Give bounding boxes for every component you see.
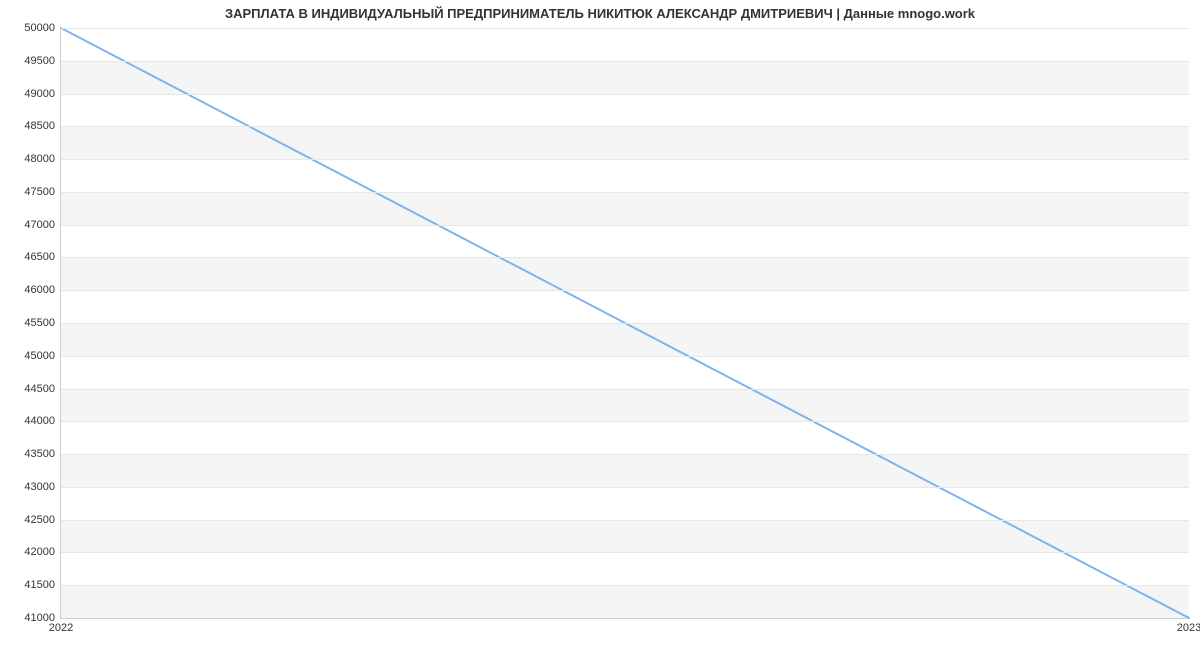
y-tick-label: 42500 (24, 514, 61, 526)
y-gridline (61, 454, 1189, 455)
y-gridline (61, 159, 1189, 160)
plot-area: 4100041500420004250043000435004400044500… (60, 28, 1189, 619)
salary-line-chart: ЗАРПЛАТА В ИНДИВИДУАЛЬНЫЙ ПРЕДПРИНИМАТЕЛ… (0, 0, 1200, 650)
y-gridline (61, 585, 1189, 586)
y-gridline (61, 520, 1189, 521)
y-tick-label: 43500 (24, 448, 61, 460)
y-tick-label: 47000 (24, 219, 61, 231)
y-tick-label: 49000 (24, 88, 61, 100)
y-gridline (61, 323, 1189, 324)
y-tick-label: 44000 (24, 415, 61, 427)
y-gridline (61, 28, 1189, 29)
y-tick-label: 46500 (24, 251, 61, 263)
y-gridline (61, 356, 1189, 357)
y-tick-label: 42000 (24, 546, 61, 558)
y-gridline (61, 487, 1189, 488)
y-gridline (61, 192, 1189, 193)
y-gridline (61, 552, 1189, 553)
y-tick-label: 45500 (24, 317, 61, 329)
y-tick-label: 48500 (24, 120, 61, 132)
y-gridline (61, 290, 1189, 291)
y-tick-label: 41500 (24, 579, 61, 591)
y-tick-label: 45000 (24, 350, 61, 362)
y-gridline (61, 126, 1189, 127)
y-gridline (61, 225, 1189, 226)
y-tick-label: 47500 (24, 186, 61, 198)
x-tick-label: 2023 (1177, 618, 1200, 634)
x-tick-label: 2022 (49, 618, 73, 634)
chart-title: ЗАРПЛАТА В ИНДИВИДУАЛЬНЫЙ ПРЕДПРИНИМАТЕЛ… (0, 6, 1200, 21)
y-gridline (61, 61, 1189, 62)
y-tick-label: 50000 (24, 22, 61, 34)
y-tick-label: 43000 (24, 481, 61, 493)
y-gridline (61, 421, 1189, 422)
y-tick-label: 48000 (24, 153, 61, 165)
y-tick-label: 46000 (24, 284, 61, 296)
y-gridline (61, 94, 1189, 95)
y-tick-label: 49500 (24, 55, 61, 67)
y-tick-label: 44500 (24, 383, 61, 395)
y-gridline (61, 389, 1189, 390)
y-gridline (61, 257, 1189, 258)
